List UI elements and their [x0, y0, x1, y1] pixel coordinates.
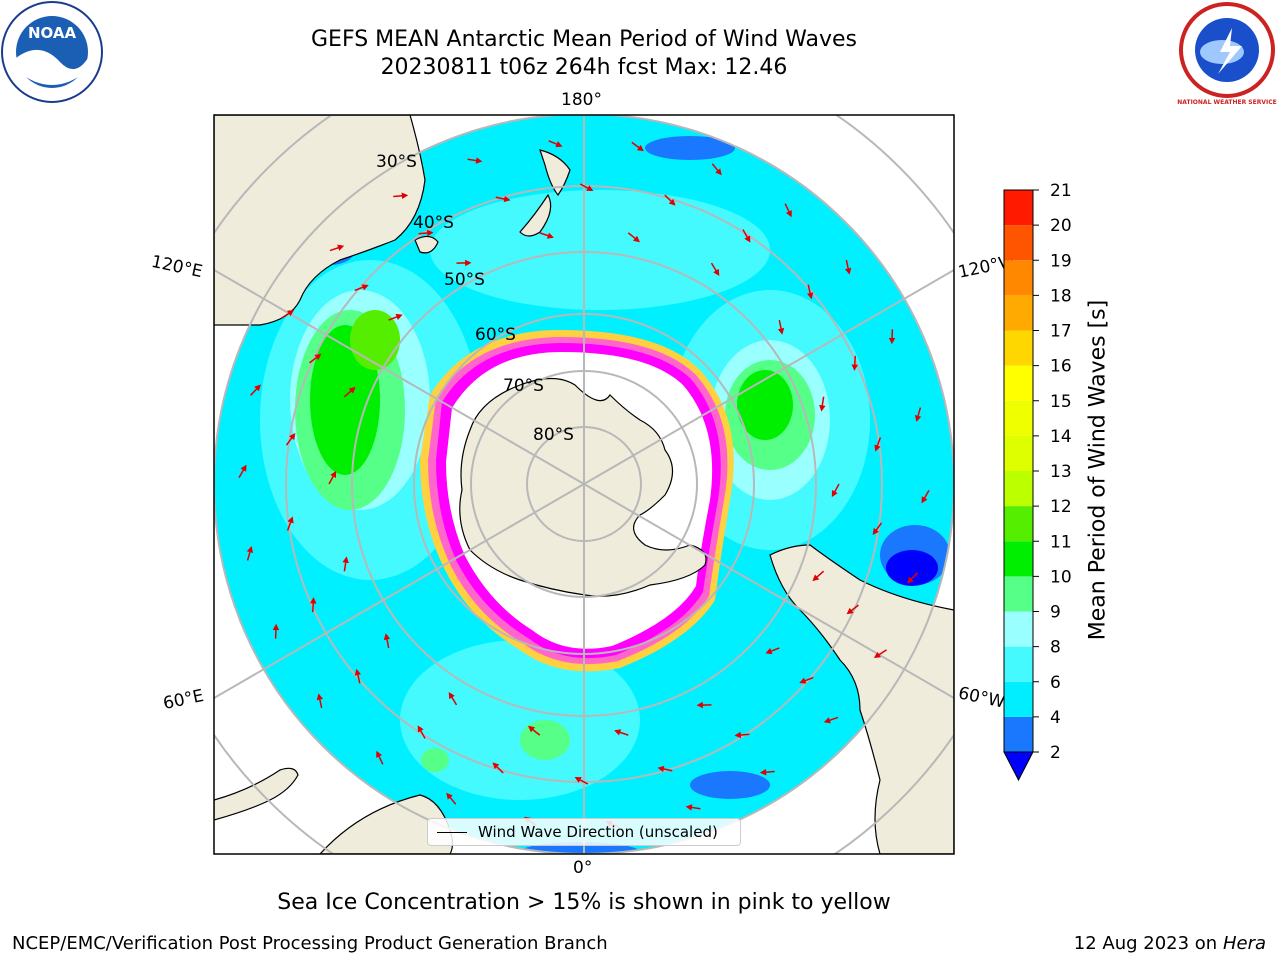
- wind-wave-arrowhead: [361, 284, 369, 291]
- wind-wave-arrowhead: [446, 792, 453, 800]
- continents: [214, 115, 954, 854]
- wind-wave-arrowhead: [799, 677, 807, 684]
- wind-wave-arrowhead: [888, 337, 896, 345]
- nws-logo-text: NATIONAL WEATHER SERVICE: [1177, 99, 1276, 106]
- latitude-label-30s: 30°S: [376, 152, 417, 172]
- wind-wave-arrows: [238, 140, 930, 828]
- sea-ice-note: Sea Ice Concentration > 15% is shown in …: [277, 890, 891, 915]
- wind-wave-arrowhead: [354, 668, 362, 676]
- wind-wave-arrowhead: [528, 725, 535, 733]
- wind-wave-arrowhead: [342, 556, 349, 564]
- wind-wave-arrowhead: [246, 545, 254, 553]
- meridian-label-0: 0°: [573, 858, 593, 878]
- wind-wave-arrowhead: [765, 648, 773, 655]
- latitude-label-70s: 70°S: [503, 376, 544, 396]
- wind-wave-arrowhead: [823, 717, 831, 724]
- wind-wave-arrowhead: [633, 235, 640, 243]
- footer-credit: NCEP/EMC/Verification Post Processing Pr…: [12, 933, 608, 954]
- wind-wave-arrowhead: [734, 731, 742, 739]
- wind-wave-arrowhead: [330, 470, 337, 478]
- tasmania: [414, 235, 439, 254]
- africa: [214, 767, 299, 821]
- wind-wave-arrowhead: [426, 229, 434, 237]
- colorbar-label: Mean Period of Wind Waves [s]: [1085, 299, 1111, 641]
- new-zealand-south: [519, 193, 552, 237]
- wind-wave-arrowhead: [812, 574, 820, 582]
- latitude-label-50s: 50°S: [444, 270, 485, 290]
- wind-wave-arrowhead: [668, 198, 676, 206]
- latitude-label-60s: 60°S: [475, 325, 516, 345]
- new-zealand-north: [539, 149, 571, 197]
- wind-wave-arrowhead: [314, 353, 322, 361]
- wind-wave-arrowhead: [475, 157, 483, 164]
- wind-wave-arrowhead: [872, 527, 879, 536]
- latitude-label-40s: 40°S: [413, 213, 454, 233]
- wind-wave-arrowhead: [819, 404, 826, 412]
- wind-wave-arrowhead: [844, 267, 852, 275]
- wind-wave-arrowhead: [715, 168, 722, 176]
- wind-wave-arrowhead: [785, 210, 792, 218]
- wind-wave-arrowhead: [574, 776, 582, 783]
- wind-wave-arrowhead: [806, 292, 814, 300]
- wind-wave-arrowhead: [448, 692, 455, 700]
- wind-wave-arrowhead: [395, 313, 403, 320]
- wind-wave-arrowhead: [713, 268, 720, 276]
- chart-subtitle: 20230811 t06z 264h fcst Max: 12.46: [380, 55, 788, 80]
- wind-wave-arrowhead: [777, 327, 785, 335]
- wind-wave-arrowhead: [851, 364, 858, 371]
- map-frame: [213, 114, 955, 855]
- chart-title: GEFS MEAN Antarctic Mean Period of Wind …: [311, 27, 857, 52]
- meridian-label-180: 180°: [561, 90, 602, 110]
- wind-wave-arrowhead: [316, 693, 324, 701]
- wind-wave-arrowhead: [907, 576, 914, 584]
- wind-wave-arrowhead: [401, 192, 409, 200]
- wind-wave-arrowhead: [759, 768, 767, 776]
- legend-text: Wind Wave Direction (unscaled): [478, 823, 718, 841]
- wind-wave-arrowhead: [348, 386, 356, 394]
- wind-wave-arrowhead: [846, 607, 854, 615]
- australia: [214, 115, 426, 326]
- noaa-logo: NOAA: [1, 1, 103, 103]
- nws-logo: NATIONAL WEATHER SERVICE: [1177, 2, 1277, 106]
- wind-wave-arrowhead: [831, 490, 838, 498]
- wind-wave-arrowhead: [492, 762, 500, 770]
- wind-wave-arrowhead: [744, 235, 751, 243]
- noaa-logo-text: NOAA: [28, 24, 77, 42]
- map-legend: Wind Wave Direction (unscaled): [427, 818, 741, 846]
- wind-wave-arrowhead: [240, 464, 247, 472]
- wind-wave-arrowhead: [873, 651, 881, 658]
- wind-wave-arrowhead: [287, 310, 295, 317]
- wave-period-patches: [260, 136, 950, 854]
- wind-wave-arrowhead: [555, 141, 563, 148]
- wind-wave-arrowhead: [546, 232, 554, 239]
- wind-wave-arrowhead: [685, 804, 693, 811]
- wind-wave-arrowhead: [614, 729, 622, 736]
- wind-wave-arrowhead: [287, 516, 294, 524]
- wind-wave-arrowhead: [874, 444, 881, 452]
- footer-date: 12 Aug 2023 on Hera: [1074, 933, 1266, 954]
- wind-wave-arrowhead: [657, 765, 665, 773]
- wind-wave-arrowhead: [465, 259, 472, 267]
- wind-wave-arrowhead: [272, 623, 280, 631]
- wind-wave-arrowhead: [914, 415, 922, 423]
- wind-wave-arrowhead: [376, 750, 383, 758]
- wind-wave-arrowhead: [254, 384, 261, 392]
- latitude-label-80s: 80°S: [533, 425, 574, 445]
- wind-wave-arrowhead: [337, 244, 345, 251]
- wind-wave-arrowhead: [696, 701, 703, 709]
- wind-wave-arrowhead: [289, 432, 296, 441]
- wind-wave-arrowhead: [417, 725, 424, 733]
- wind-wave-arrowhead: [921, 496, 928, 504]
- south-america: [769, 544, 954, 854]
- footer-host: Hera: [1222, 933, 1266, 954]
- antarctica-landmass: [459, 377, 707, 597]
- legend-line-sample: [437, 832, 467, 833]
- wind-wave-arrowhead: [383, 633, 391, 641]
- wind-wave-arrowhead: [586, 185, 594, 192]
- wind-wave-arrowhead: [636, 144, 644, 152]
- footer-date-text: 12 Aug 2023 on: [1073, 933, 1218, 954]
- wind-wave-arrowhead: [503, 195, 511, 203]
- wind-wave-arrowhead: [310, 597, 317, 604]
